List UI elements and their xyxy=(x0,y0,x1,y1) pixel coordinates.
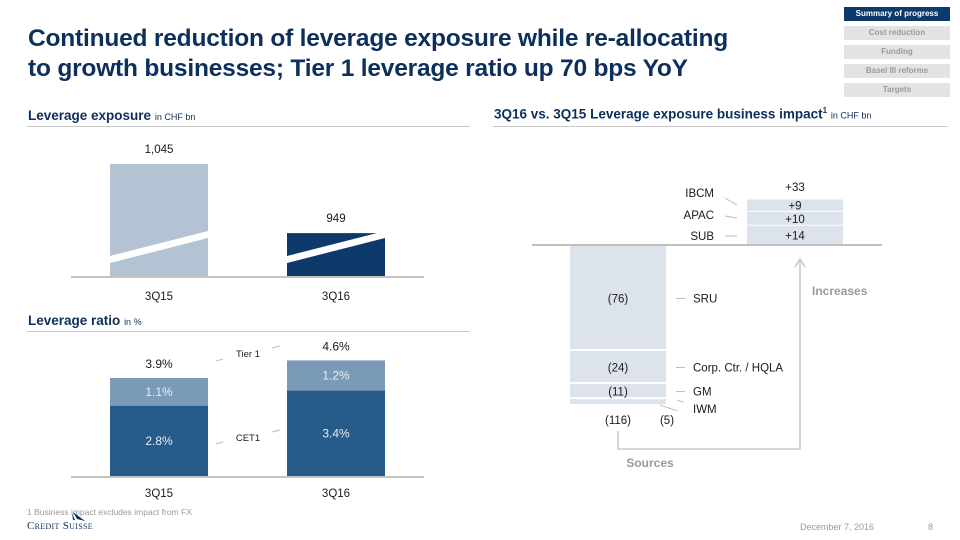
sources-segment-corp-ctr-hqla xyxy=(570,350,666,382)
axis-break-slash xyxy=(110,231,208,263)
ratio-category-label: 3Q16 xyxy=(322,488,350,500)
cet1-bar-3Q16 xyxy=(287,390,385,476)
nav-item-cost-reduction[interactable]: Cost reduction xyxy=(844,26,950,40)
sources-segment-gm xyxy=(570,384,666,398)
business-impact-heading: 3Q16 vs. 3Q15 Leverage exposure business… xyxy=(494,106,871,122)
increases-value-label: +9 xyxy=(788,201,801,213)
additional-tier1-bar-3Q16 xyxy=(287,360,385,391)
credit-suisse-logo: Credit Suisse xyxy=(27,520,93,532)
cet1-callout-leader-right xyxy=(271,429,281,433)
leverage-ratio-title: Leverage ratio xyxy=(28,313,121,328)
presentation-date: December 7, 2016 xyxy=(800,522,875,532)
ratio-category-label: 3Q15 xyxy=(145,488,173,500)
cet1-callout-label: CET1 xyxy=(236,433,260,444)
cet1-callout-leader-left xyxy=(215,441,224,445)
increases-segment-sub xyxy=(747,225,843,244)
sources-name-label: GM xyxy=(693,387,712,399)
exposure-value-label: 949 xyxy=(326,213,345,225)
exposure-value-label: 1,045 xyxy=(145,144,174,156)
increases-name-label: SUB xyxy=(690,231,714,243)
sources-total-label: (116) xyxy=(605,415,631,427)
tier1-callout-leader-left xyxy=(215,358,224,362)
sources-value-label: (24) xyxy=(608,362,629,374)
page-number: 8 xyxy=(928,522,934,532)
sources-name-label: IWM xyxy=(693,404,717,416)
increases-segment-apac xyxy=(747,211,843,225)
additional-tier1-value-label: 1.2% xyxy=(322,368,350,382)
flow-arrow xyxy=(617,260,801,450)
apac-leader-line xyxy=(724,215,738,219)
increases-total-label: +33 xyxy=(785,182,805,194)
iwm-leader-line xyxy=(659,404,679,412)
leverage-exposure-rule xyxy=(27,126,470,127)
leverage-exposure-title: Leverage exposure xyxy=(28,108,152,123)
nav-item-summary-of-progress[interactable]: Summary of progress xyxy=(844,7,950,21)
leverage-ratio-heading: Leverage ratio in % xyxy=(28,313,142,328)
additional-tier1-value-label: 1.1% xyxy=(145,385,173,399)
slide-title-line-2: to growth businesses; Tier 1 leverage ra… xyxy=(28,55,688,82)
ibcm-leader-line xyxy=(724,197,738,206)
leverage-ratio-rule xyxy=(27,331,470,332)
increases-segment-ibcm xyxy=(747,199,843,211)
sources-segment-iwm xyxy=(570,399,666,405)
increases-name-label: APAC xyxy=(684,210,714,222)
sources-name-label: Corp. Ctr. / HQLA xyxy=(693,362,783,374)
additional-tier1-bar-3Q15 xyxy=(110,378,208,406)
increases-flow-label: Increases xyxy=(812,284,868,298)
tier1-total-label: 3.9% xyxy=(145,357,173,371)
exposure-category-label: 3Q15 xyxy=(145,291,173,303)
tier1-callout-label: Tier 1 xyxy=(236,349,260,360)
slide-title: Continued reduction of leverage exposure… xyxy=(28,24,808,84)
tier1-callout-leader-right xyxy=(271,345,281,349)
leverage-exposure-heading: Leverage exposure in CHF bn xyxy=(28,108,195,123)
increases-value-label: +14 xyxy=(785,230,805,242)
increases-name-label: IBCM xyxy=(685,188,714,200)
progress-nav: Summary of progress Cost reduction Fundi… xyxy=(844,7,950,102)
sailboat-logo-icon xyxy=(72,512,85,521)
sources-value-label: (11) xyxy=(608,387,628,399)
increases-value-label: +10 xyxy=(785,214,805,226)
cet1-value-label: 3.4% xyxy=(322,426,350,440)
business-impact-footnote-ref: 1 xyxy=(822,106,828,115)
nav-item-targets[interactable]: Targets xyxy=(844,83,950,97)
iwm-leader-line-right xyxy=(676,399,685,403)
nav-item-funding[interactable]: Funding xyxy=(844,45,950,59)
footnote: 1 Business impact excludes impact from F… xyxy=(27,507,192,517)
business-impact-title: 3Q16 vs. 3Q15 Leverage exposure business… xyxy=(494,106,823,122)
leverage-ratio-unit: in % xyxy=(124,317,142,327)
sources-name-label: SRU xyxy=(693,293,717,305)
nav-item-basel-iii-reforms[interactable]: Basel III reforms xyxy=(844,64,950,78)
sources-segment-sru xyxy=(570,246,666,349)
business-impact-rule xyxy=(493,126,948,127)
sources-flow-label: Sources xyxy=(626,456,674,470)
exposure-category-label: 3Q16 xyxy=(322,291,350,303)
tier1-total-label: 4.6% xyxy=(322,339,350,353)
leverage-exposure-unit: in CHF bn xyxy=(154,112,196,122)
axis-break-slash xyxy=(287,231,385,263)
sources-value-label: (76) xyxy=(608,293,629,305)
slide-title-line-1: Continued reduction of leverage exposure… xyxy=(28,25,728,52)
flow-arrowhead-icon xyxy=(794,257,806,268)
cet1-bar-3Q15 xyxy=(110,405,208,476)
cet1-value-label: 2.8% xyxy=(145,434,173,448)
iwm-value-label: (5) xyxy=(660,415,674,427)
business-impact-unit: in CHF bn xyxy=(830,110,872,121)
